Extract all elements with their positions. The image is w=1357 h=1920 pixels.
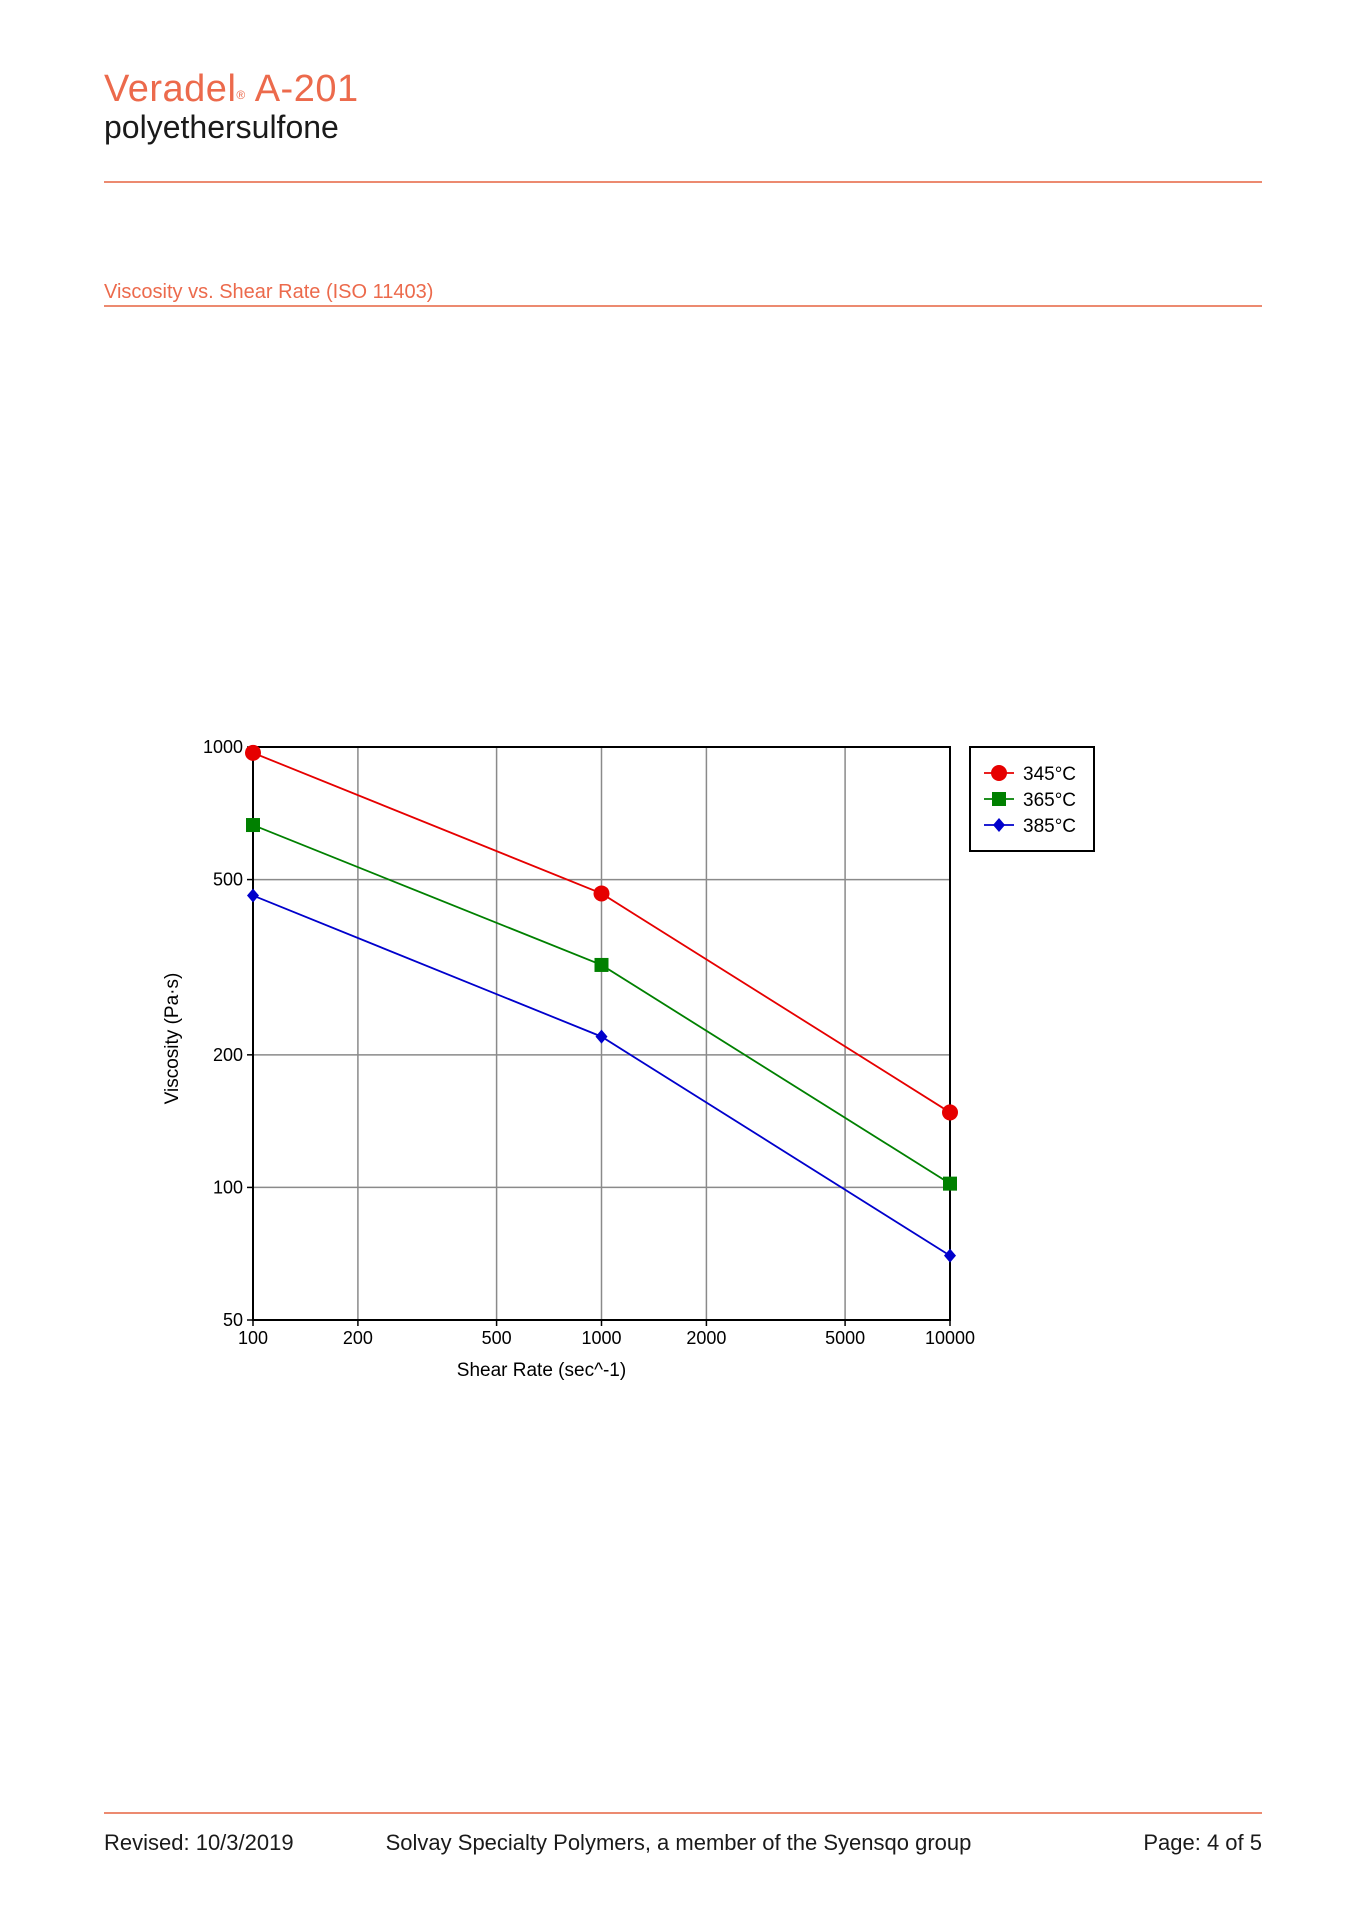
data-point xyxy=(247,888,259,903)
product-header: Veradel® A-201 polyethersulfone xyxy=(104,68,359,144)
footer-page: Page: 4 of 5 xyxy=(1143,1830,1262,1855)
x-tick-label: 1000 xyxy=(581,1328,621,1348)
legend-marker xyxy=(991,765,1007,781)
data-point xyxy=(246,818,260,833)
x-tick-label: 2000 xyxy=(686,1328,726,1348)
y-tick-label: 50 xyxy=(223,1310,243,1330)
x-tick-label: 500 xyxy=(482,1328,512,1348)
x-tick-label: 10000 xyxy=(925,1328,975,1348)
data-point xyxy=(594,957,609,972)
data-point xyxy=(944,1248,956,1263)
legend-marker xyxy=(992,792,1006,806)
y-tick-label: 500 xyxy=(213,870,243,890)
footer-company: Solvay Specialty Polymers, a member of t… xyxy=(385,1830,972,1855)
data-point xyxy=(245,744,261,761)
x-tick-label: 200 xyxy=(343,1328,373,1348)
header-divider xyxy=(104,181,1262,183)
x-tick-label: 5000 xyxy=(825,1328,865,1348)
footer-revised: Revised: 10/3/2019 xyxy=(104,1830,294,1855)
y-tick-label: 200 xyxy=(213,1045,243,1065)
product-name: Veradel xyxy=(104,68,237,110)
legend-label: 345°C xyxy=(1023,764,1076,785)
y-tick-label: 1000 xyxy=(203,737,243,757)
x-tick-label: 100 xyxy=(238,1328,268,1348)
data-point xyxy=(943,1176,957,1191)
product-code: A-201 xyxy=(245,68,359,110)
trademark-symbol: ® xyxy=(236,88,246,102)
data-point xyxy=(942,1104,958,1121)
product-title: Veradel® A-201 xyxy=(104,68,359,110)
data-point xyxy=(595,1029,608,1044)
x-axis-label: Shear Rate (sec^-1) xyxy=(457,1360,626,1381)
footer-divider xyxy=(104,1812,1262,1814)
legend-label: 385°C xyxy=(1023,816,1076,837)
legend-label: 365°C xyxy=(1023,790,1076,811)
section-divider xyxy=(104,305,1262,307)
y-tick-label: 100 xyxy=(213,1177,243,1197)
data-point xyxy=(593,885,610,902)
legend-marker xyxy=(993,818,1005,832)
product-subtitle: polyethersulfone xyxy=(104,109,339,145)
section-title: Viscosity vs. Shear Rate (ISO 11403) xyxy=(104,281,434,303)
y-axis-label: Viscosity (Pa·s) xyxy=(162,973,183,1105)
viscosity-chart: 100 200 500 1000 2000 5000 1000050100200500100… xyxy=(162,737,1095,1381)
